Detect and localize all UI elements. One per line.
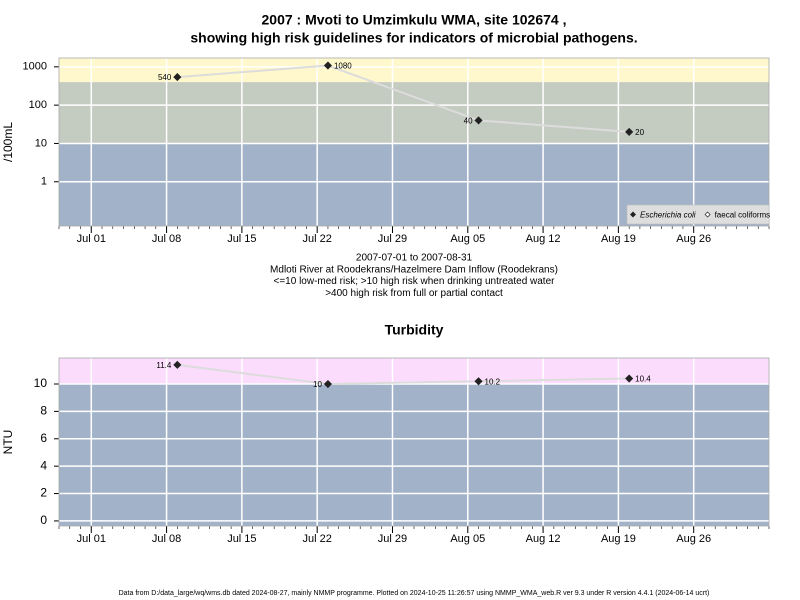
legend-marker bbox=[630, 211, 636, 218]
x-tick-label: Aug 12 bbox=[526, 233, 561, 245]
plot-border bbox=[58, 357, 770, 527]
x-tick-label: Jul 08 bbox=[152, 533, 181, 545]
panel-title: Turbidity bbox=[385, 322, 444, 338]
footer: Data from D:/data_large/wq/wms.db dated … bbox=[119, 590, 710, 597]
x-tick-label: Jul 22 bbox=[303, 233, 332, 245]
chart-note: <=10 low-med risk; >10 high risk when dr… bbox=[274, 276, 556, 287]
data-point bbox=[625, 127, 634, 136]
x-tick-label: Jul 22 bbox=[303, 533, 332, 545]
data-label: 11.4 bbox=[156, 361, 172, 370]
y-tick-label: 6 bbox=[40, 431, 47, 445]
legend-label: Escherichia coli bbox=[640, 211, 696, 220]
x-tick-label: Aug 26 bbox=[676, 233, 711, 245]
data-label: 1080 bbox=[334, 62, 352, 71]
x-tick-label: Jul 08 bbox=[152, 233, 181, 245]
data-point bbox=[173, 360, 182, 369]
y-axis-label: NTU bbox=[1, 430, 15, 455]
y-tick-label: 8 bbox=[40, 404, 47, 418]
y-tick-label: 10 bbox=[35, 137, 47, 149]
y-tick-label: 2 bbox=[40, 486, 47, 500]
y-tick-label: 1000 bbox=[23, 61, 47, 73]
x-tick-label: Aug 05 bbox=[450, 533, 485, 545]
data-point bbox=[474, 116, 483, 125]
data-point bbox=[474, 377, 483, 386]
legend-label: faecal coliforms bbox=[715, 211, 771, 220]
y-tick-label: 0 bbox=[40, 513, 47, 527]
x-tick-label: Aug 19 bbox=[601, 533, 636, 545]
data-label: 20 bbox=[635, 128, 644, 137]
data-label: 10.4 bbox=[635, 375, 651, 384]
chart-subtitle: showing high risk guidelines for indicat… bbox=[190, 30, 637, 46]
chart-title: 2007 : Mvoti to Umzimkulu WMA, site 1026… bbox=[262, 12, 567, 28]
x-tick-label: Jul 15 bbox=[227, 533, 256, 545]
data-label: 40 bbox=[464, 116, 473, 125]
data-point bbox=[173, 73, 182, 82]
y-tick-label: 100 bbox=[29, 99, 47, 111]
y-tick-label: 4 bbox=[40, 458, 47, 472]
y-axis-label: /100mL bbox=[1, 122, 15, 162]
y-tick-label: 10 bbox=[34, 376, 48, 390]
x-tick-label: Jul 01 bbox=[77, 233, 106, 245]
legend-marker bbox=[704, 211, 711, 218]
x-tick-label: Jul 01 bbox=[77, 533, 106, 545]
series-line bbox=[177, 363, 630, 386]
chart-note: 2007-07-01 to 2007-08-31 bbox=[356, 253, 473, 264]
chart-note: >400 high risk from full or partial cont… bbox=[325, 288, 503, 299]
data-label: 10 bbox=[313, 380, 322, 389]
risk-band bbox=[59, 384, 769, 526]
legend-box bbox=[626, 204, 770, 225]
data-point bbox=[323, 61, 333, 70]
risk-band bbox=[59, 82, 769, 144]
x-tick-label: Aug 12 bbox=[526, 533, 561, 545]
x-tick-label: Aug 19 bbox=[601, 233, 636, 245]
chart-note: Mdloti River at Roodekrans/Hazelmere Dam… bbox=[270, 264, 558, 275]
x-tick-label: Aug 26 bbox=[676, 533, 711, 545]
x-tick-label: Jul 29 bbox=[378, 233, 407, 245]
data-point bbox=[323, 379, 333, 389]
x-tick-label: Jul 15 bbox=[227, 233, 256, 245]
data-point bbox=[625, 374, 634, 383]
x-tick-label: Aug 05 bbox=[450, 233, 485, 245]
series-line bbox=[177, 64, 630, 133]
plot-border bbox=[58, 57, 770, 227]
x-tick-label: Jul 29 bbox=[378, 533, 407, 545]
data-label: 10.2 bbox=[485, 377, 501, 386]
y-tick-label: 1 bbox=[41, 176, 47, 188]
data-label: 540 bbox=[158, 73, 172, 82]
